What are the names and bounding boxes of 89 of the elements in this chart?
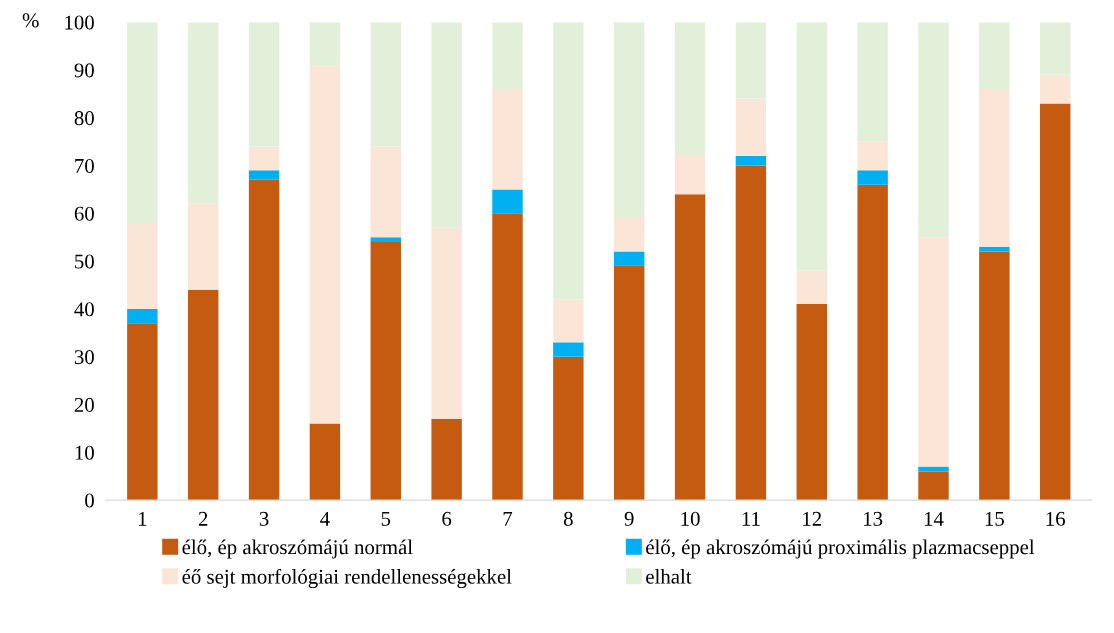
x-tick-label: 2 (198, 511, 208, 526)
legend-label: élő, ép akroszómájú normál (182, 539, 413, 559)
bar (735, 155, 767, 166)
x-tick-label: 10 (681, 511, 700, 526)
bar (857, 141, 888, 171)
bar (553, 342, 584, 357)
bar (492, 22, 523, 90)
bar (370, 242, 401, 501)
x-tick-label: 7 (503, 511, 513, 526)
bar (127, 22, 158, 223)
bar (857, 184, 888, 501)
bar (127, 323, 158, 501)
bar (613, 251, 645, 266)
x-tick-label: 16 (1046, 511, 1065, 526)
x-tick-label: 13 (864, 511, 883, 526)
bar (370, 237, 401, 242)
bar (796, 22, 827, 271)
y-tick-label: 10 (75, 445, 94, 460)
y-tick-label: 20 (74, 397, 94, 412)
bar (918, 471, 949, 501)
y-tick-label: 80 (74, 111, 94, 126)
bar (370, 22, 401, 147)
bar (370, 146, 401, 238)
y-axis-title: % (22, 13, 39, 28)
bar (613, 265, 645, 501)
y-tick-label: 90 (74, 63, 94, 78)
bar (553, 22, 584, 300)
x-tick-label: 1 (138, 511, 147, 526)
bar (187, 289, 219, 501)
x-tick-label: 9 (624, 511, 634, 526)
x-tick-label: 3 (259, 511, 269, 526)
bar (431, 227, 462, 419)
bar (918, 22, 949, 238)
bar (735, 98, 767, 156)
bar (127, 222, 158, 309)
bar (735, 22, 767, 99)
x-tick-label: 12 (803, 511, 822, 526)
bar (187, 22, 219, 204)
bar (796, 270, 827, 305)
bar (309, 423, 341, 501)
bar (613, 22, 645, 219)
x-tick-label: 4 (320, 511, 330, 526)
bar (1039, 22, 1071, 75)
bar (553, 299, 584, 343)
bar (1039, 103, 1071, 501)
bar (492, 189, 523, 214)
bar (857, 22, 888, 142)
bar (979, 22, 1010, 90)
y-tick-label: 100 (65, 15, 94, 30)
bar (857, 170, 888, 185)
bar (248, 179, 280, 501)
legend-label: élő, ép akroszómájú proximális plazmacseppel (646, 539, 1035, 559)
bar (1039, 74, 1071, 104)
bar (248, 170, 280, 180)
x-tick-label: 6 (442, 511, 452, 526)
y-tick-label: 50 (75, 254, 94, 269)
bar (553, 356, 584, 501)
legend-label: elhalt (646, 569, 692, 584)
bar (187, 203, 219, 290)
bar (613, 218, 645, 252)
bar (492, 89, 523, 190)
bar (127, 308, 158, 324)
bar (431, 22, 462, 228)
y-tick-label: 70 (75, 158, 94, 173)
bar (979, 251, 1010, 501)
bar (309, 22, 341, 66)
bar (735, 165, 767, 501)
bar (918, 237, 949, 467)
x-tick-label: 8 (563, 511, 573, 526)
bar (674, 194, 706, 501)
bar (492, 213, 523, 501)
legend-label: éő sejt morfológiai rendellenességekkel (182, 568, 512, 589)
bar (674, 22, 706, 156)
x-tick-label: 11 (742, 511, 760, 526)
bar (979, 246, 1010, 252)
bar (674, 155, 706, 195)
y-tick-label: 60 (74, 206, 94, 221)
x-tick-label: 15 (985, 511, 1004, 526)
bar (979, 89, 1010, 247)
y-tick-label: 30 (74, 350, 94, 365)
bar (431, 418, 462, 501)
x-tick-label: 14 (924, 511, 944, 526)
y-tick-label: 40 (74, 302, 94, 317)
y-tick-label: 0 (85, 493, 94, 508)
bar (248, 22, 280, 147)
bar (796, 304, 827, 501)
bar (309, 65, 341, 424)
x-tick-label: 5 (381, 511, 391, 526)
bar (248, 146, 280, 171)
